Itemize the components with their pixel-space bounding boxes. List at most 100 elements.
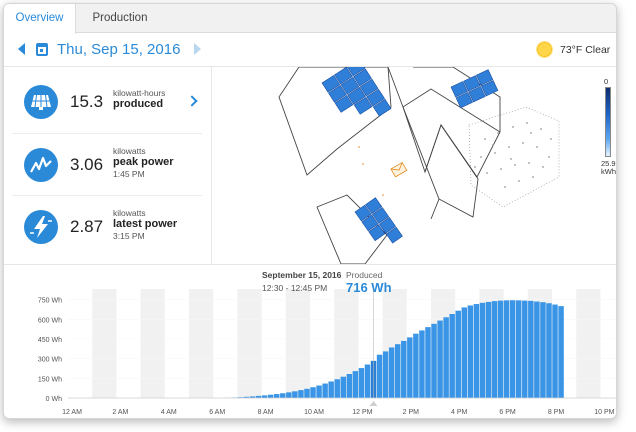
x-tick-label: 2 PM	[403, 409, 420, 416]
chart-bar	[388, 347, 395, 398]
tooltip-value: 716 Wh	[346, 280, 392, 295]
tooltip-time-range: 12:30 - 12:45 PM	[262, 283, 328, 293]
chart-bar	[401, 340, 407, 398]
x-tick-label: 10 AM	[304, 409, 324, 416]
chart-bar	[546, 303, 552, 398]
y-tick-label: 0 Wh	[46, 396, 62, 403]
current-date[interactable]: Thu, Sep 15, 2016	[57, 41, 181, 58]
x-tick-label: 4 PM	[451, 409, 468, 416]
sun-icon	[536, 41, 553, 58]
chart-bar	[249, 396, 256, 398]
stat-unit: kilowatt-hours	[113, 88, 166, 98]
chart-bar	[534, 301, 540, 398]
stat-value: 3.06	[70, 155, 104, 174]
x-tick-label: 2 AM	[112, 409, 128, 416]
chart-bar	[528, 300, 534, 398]
legend-min: 25.9	[601, 159, 616, 168]
stat-label: latest power	[113, 218, 178, 230]
chart-bar	[364, 364, 371, 398]
chevron-right-icon[interactable]	[186, 95, 198, 107]
grid-band	[92, 289, 117, 398]
stat-value: 15.3	[70, 92, 104, 111]
roof-diagram	[278, 67, 560, 264]
chart-bar	[449, 314, 455, 398]
x-tick-label: 12 AM	[62, 409, 82, 416]
lightning-icon	[24, 210, 58, 244]
chart-bar	[261, 395, 268, 398]
stat-latest-power: 2.87 kilowatts latest power 3:15 PM	[12, 195, 202, 257]
x-tick-label: 8 AM	[258, 409, 274, 416]
chart-bar	[280, 393, 286, 398]
chart-bar	[304, 388, 310, 398]
chart-bar	[425, 327, 431, 398]
chart-bar	[346, 373, 353, 398]
tab-overview[interactable]: Overview	[4, 4, 76, 34]
selection-caret	[369, 401, 378, 406]
stat-label: produced	[113, 98, 164, 110]
tab-bar: Overview Production	[4, 4, 616, 34]
chart-bar	[461, 307, 467, 398]
chart-bar	[376, 354, 383, 398]
chart-bar	[334, 379, 340, 398]
stat-unit: kilowatts	[113, 208, 146, 218]
production-chart[interactable]: 0 Wh 150 Wh 300 Wh 450 Wh 600 Wh 750 Wh 12 AM 2…	[4, 264, 616, 419]
chart-bar	[243, 396, 250, 398]
legend-unit: kWh	[601, 167, 616, 176]
chart-bar	[552, 304, 558, 398]
grid-band	[285, 289, 310, 398]
dashboard-card: Overview Production Thu, Sep 15, 2016 73…	[3, 3, 617, 419]
chart-bar	[443, 317, 449, 398]
legend-gradient	[605, 87, 611, 157]
chart-bar	[467, 305, 474, 398]
chart-bar	[407, 337, 413, 398]
grid-band	[189, 289, 214, 398]
stat-value: 2.87	[70, 217, 104, 236]
x-tick-label: 6 PM	[499, 409, 516, 416]
chart-bar	[310, 387, 316, 398]
chart-bar	[328, 381, 334, 398]
chart-bar	[419, 330, 425, 398]
tooltip-date: September 15, 2016	[262, 270, 342, 280]
y-tick-label: 150 Wh	[38, 376, 62, 383]
y-tick-label: 600 Wh	[38, 317, 62, 324]
previous-day-icon[interactable]	[18, 43, 25, 55]
power-peak-icon	[24, 148, 58, 182]
chart-bar	[358, 368, 365, 398]
chart-bar	[316, 385, 322, 398]
chart-bar	[540, 302, 546, 398]
chart-bar	[509, 300, 516, 398]
chart-bar	[255, 395, 262, 398]
x-tick-label: 10 PM	[594, 409, 614, 416]
stat-time: 1:45 PM	[113, 169, 145, 179]
chart-bar	[473, 304, 480, 398]
tab-production[interactable]: Production	[92, 12, 148, 24]
chart-bar	[267, 394, 274, 398]
chart-bar	[352, 371, 359, 398]
chart-bar	[479, 302, 486, 398]
stat-unit: kilowatts	[113, 146, 146, 156]
chart-bar	[322, 383, 328, 398]
y-tick-label: 750 Wh	[38, 298, 62, 305]
legend-max: 0	[604, 77, 609, 86]
chart-bar	[431, 323, 437, 398]
y-tick-label: 300 Wh	[38, 357, 62, 364]
tooltip-label: Produced	[346, 270, 383, 280]
stat-produced[interactable]: 15.3 kilowatt-hours produced	[12, 71, 202, 133]
chart-bar	[497, 300, 504, 398]
y-tick-label: 450 Wh	[38, 337, 62, 344]
next-day-icon[interactable]	[194, 43, 201, 55]
chart-bar	[522, 300, 528, 398]
chart-canvas[interactable]: 0 Wh 150 Wh 300 Wh 450 Wh 600 Wh 750 Wh 12 AM 2…	[4, 265, 616, 419]
chart-bar	[455, 310, 461, 398]
x-tick-label: 8 PM	[548, 409, 565, 416]
chart-bar	[516, 300, 522, 398]
stat-time: 3:15 PM	[113, 231, 145, 241]
chart-bar	[413, 333, 419, 398]
chart-bar	[286, 392, 292, 398]
calendar-icon[interactable]	[36, 43, 48, 56]
solar-panel-icon	[24, 85, 58, 119]
date-navigator: Thu, Sep 15, 2016 73°F Clear	[4, 33, 616, 67]
chart-bar	[274, 394, 280, 398]
chart-bar	[503, 300, 510, 398]
roof-layout-map[interactable]	[213, 67, 589, 264]
